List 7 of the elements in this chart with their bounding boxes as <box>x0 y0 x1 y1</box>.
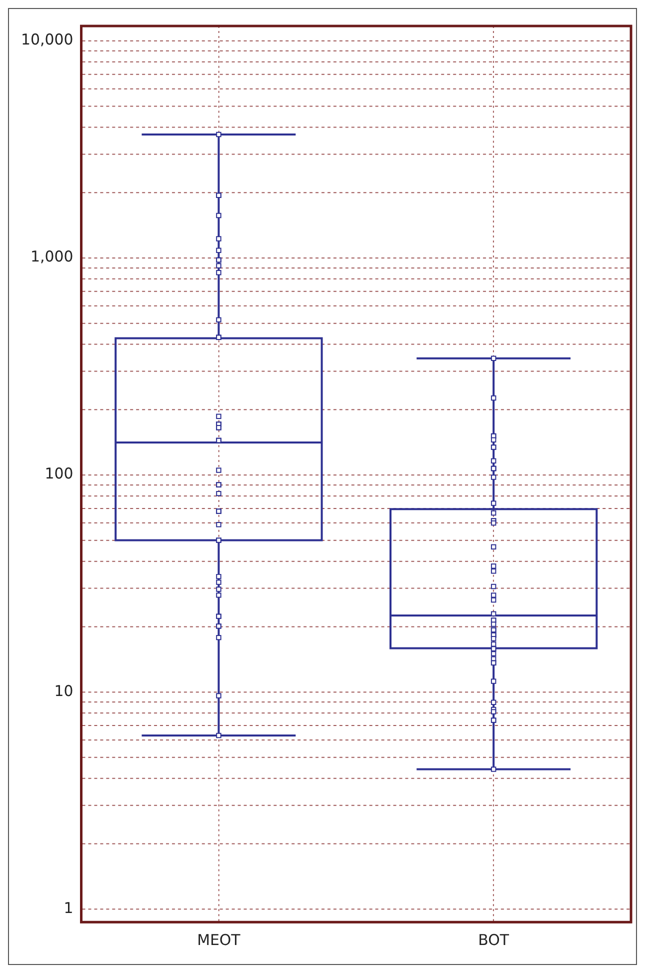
x-tick-label: BOT <box>478 930 510 949</box>
y-tick-label: 1,000 <box>30 248 74 266</box>
y-tick-label: 1 <box>64 898 74 917</box>
y-tick-label: 10 <box>54 682 74 700</box>
x-tick-label: MEOT <box>197 930 242 949</box>
y-tick-label: 10,000 <box>20 30 74 49</box>
y-tick-label: 100 <box>44 464 74 483</box>
